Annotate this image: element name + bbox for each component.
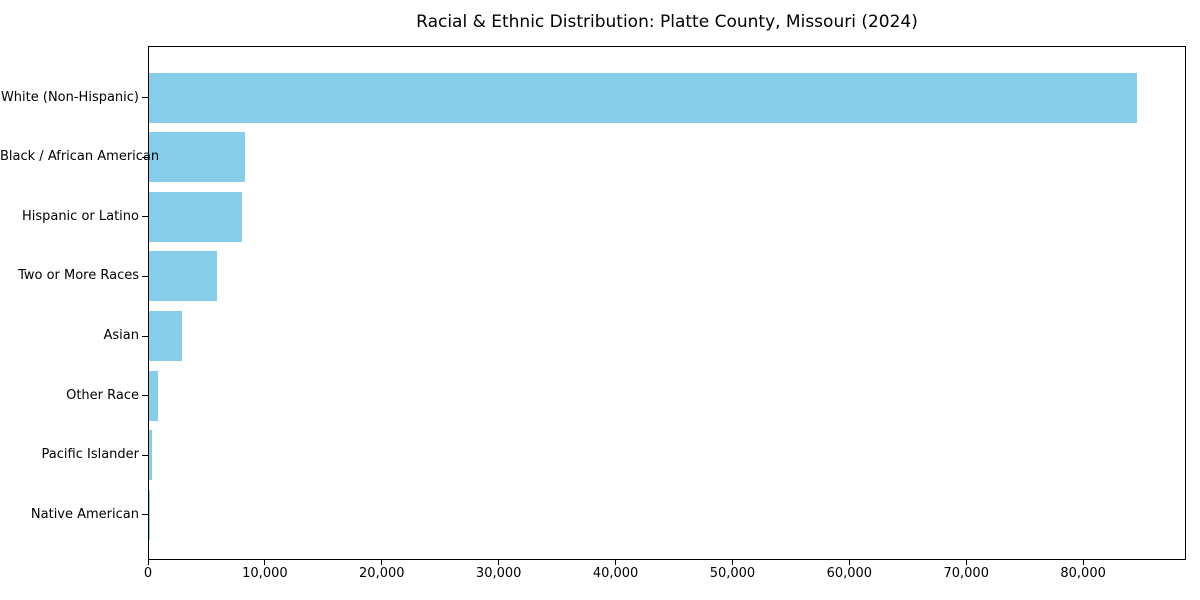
x-tick-mark [731,560,733,565]
x-tick-label: 30,000 [475,566,522,581]
x-tick-label: 0 [143,566,153,581]
y-tick-mark [142,216,148,218]
x-tick-label: 40,000 [592,566,639,581]
x-tick-mark [848,560,850,565]
bar-native-american [149,489,151,540]
x-tick-mark [1082,560,1084,565]
y-tick-mark [142,275,148,277]
x-tick-label: 10,000 [242,566,288,581]
x-tick-mark [965,560,967,565]
y-tick-label: White (Non-Hispanic) [0,89,139,105]
x-tick-label: 50,000 [709,566,756,581]
x-tick-mark [615,560,617,565]
x-tick-mark [498,560,500,565]
bar-hispanic-or-latino [149,191,242,242]
y-tick-mark [142,335,148,337]
y-tick-label: Pacific Islander [41,447,139,463]
x-tick-mark [381,560,383,565]
x-tick-mark [147,560,149,565]
plot-area [148,46,1186,560]
x-tick-label: 70,000 [943,566,989,581]
chart-title: Racial & Ethnic Distribution: Platte Cou… [416,12,918,32]
x-tick-mark [264,560,266,565]
bar-asian [149,311,182,362]
bar-pacific-islander [149,430,153,481]
bar-white-non-hispanic [149,72,1138,123]
y-tick-label: Other Race [66,387,139,403]
y-tick-mark [142,156,148,158]
bar-other-race [149,370,158,421]
y-tick-mark [142,395,148,397]
y-tick-label: Hispanic or Latino [21,208,139,224]
y-tick-label: Asian [103,328,139,344]
x-tick-label: 80,000 [1060,566,1106,581]
y-tick-mark [142,514,148,516]
y-tick-mark [142,97,148,98]
y-tick-mark [142,454,148,456]
x-tick-label: 60,000 [826,566,873,581]
x-tick-label: 20,000 [359,566,405,581]
y-tick-label: Two or More Races [18,268,139,284]
bar-two-or-more-races [149,251,218,302]
y-tick-label: Native American [30,506,139,522]
y-tick-label: Black / African American [0,149,160,165]
bar-black-african-american [149,132,245,183]
